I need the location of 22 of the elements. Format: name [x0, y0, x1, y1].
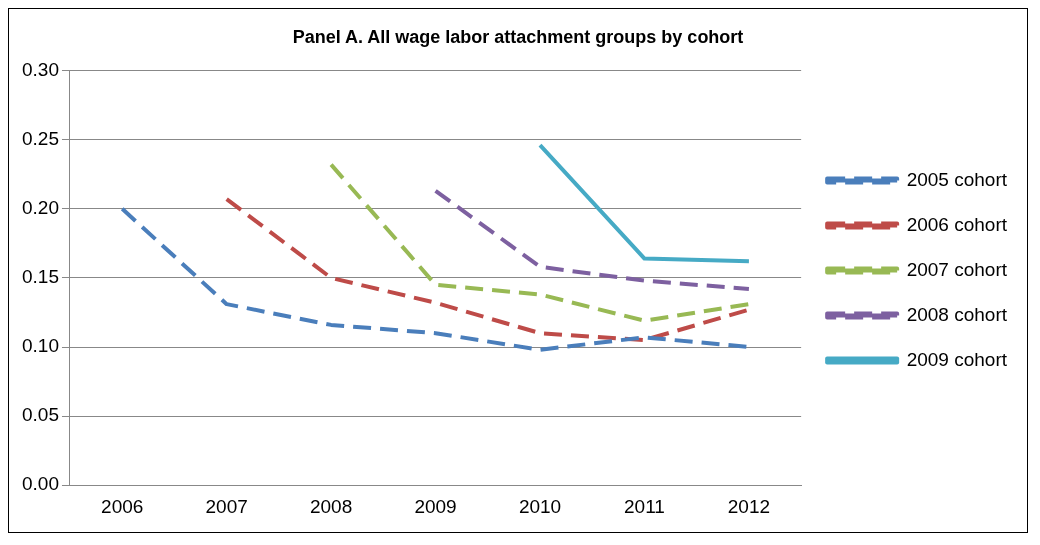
- chart-title: Panel A. All wage labor attachment groups by cohort: [292, 26, 744, 47]
- x-tick-label: 2009: [414, 495, 457, 517]
- legend-label: 2008 cohort: [906, 303, 1008, 325]
- line-series: [433, 188, 751, 291]
- line-series: [329, 162, 751, 323]
- y-tick-label: 0.10: [22, 335, 59, 357]
- x-tick-label: 2008: [309, 495, 353, 517]
- legend-label: 2006 cohort: [906, 213, 1008, 235]
- x-tick-label: 2007: [205, 495, 248, 517]
- x-tick-label: 2006: [101, 495, 144, 517]
- y-tick-label: 0.15: [22, 266, 59, 288]
- y-tick-label: 0.00: [22, 473, 59, 495]
- legend-label: 2009 cohort: [906, 348, 1008, 370]
- y-tick-label: 0.20: [22, 197, 59, 219]
- x-tick-label: 2010: [518, 495, 562, 517]
- legend-label: 2005 cohort: [906, 168, 1008, 190]
- legend-label: 2007 cohort: [906, 258, 1008, 280]
- y-tick-label: 0.25: [22, 127, 59, 149]
- x-tick-label: 2011: [624, 495, 665, 517]
- y-tick-label: 0.30: [22, 58, 59, 80]
- y-tick-label: 0.05: [22, 404, 59, 426]
- x-tick-label: 2012: [727, 495, 771, 517]
